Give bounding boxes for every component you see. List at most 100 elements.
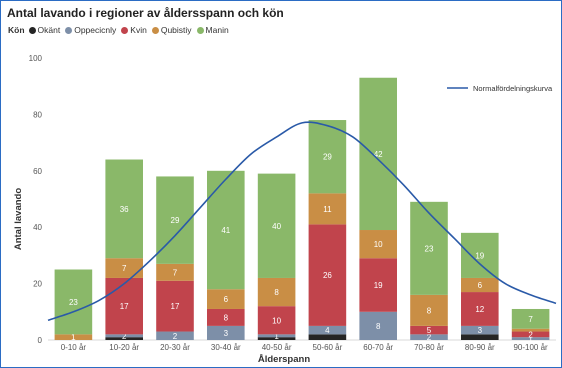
legend-item-2[interactable]: Kvin bbox=[121, 25, 147, 35]
data-label: 5 bbox=[427, 326, 432, 335]
data-label: 17 bbox=[171, 302, 180, 311]
data-label: 6 bbox=[478, 281, 483, 290]
legend-items: Okänt Oppecicnly Kvin Qubistiy Manin bbox=[28, 25, 234, 35]
bar-segment bbox=[105, 334, 143, 338]
bar-segment bbox=[308, 325, 347, 335]
bar-segment bbox=[207, 325, 245, 340]
legend-swatch bbox=[151, 26, 159, 34]
data-label: 2 bbox=[528, 330, 533, 339]
data-label: 8 bbox=[376, 322, 381, 331]
data-label: 1 bbox=[71, 333, 76, 342]
bar-segment bbox=[54, 269, 93, 335]
legend-swatch bbox=[65, 26, 73, 34]
bar-segment bbox=[156, 263, 194, 281]
bar-segment bbox=[257, 337, 296, 340]
bar-segment bbox=[156, 280, 194, 332]
bar-segment bbox=[105, 159, 143, 259]
data-label: 1 bbox=[528, 335, 533, 344]
data-label: 17 bbox=[120, 302, 129, 311]
bar-segment bbox=[511, 308, 550, 329]
data-label: 19 bbox=[475, 251, 484, 260]
curve-legend-label: Normalfördelningskurva bbox=[473, 84, 553, 93]
x-tick-label: 10-20 år bbox=[109, 343, 139, 352]
data-label: 2 bbox=[122, 332, 127, 341]
data-label: 7 bbox=[173, 268, 178, 277]
y-tick-label: 0 bbox=[38, 336, 43, 345]
legend-label: Qubistiy bbox=[160, 25, 192, 35]
x-axis-title: Ålderspann bbox=[258, 354, 310, 365]
bar-segment bbox=[308, 334, 347, 340]
data-label: 26 bbox=[323, 271, 332, 280]
bar-segment bbox=[105, 258, 143, 278]
bar-segment bbox=[308, 120, 347, 194]
data-label: 1 bbox=[274, 332, 279, 341]
data-label: 23 bbox=[69, 298, 78, 307]
x-tick-label: 90-100 år bbox=[513, 343, 548, 352]
y-tick-label: 40 bbox=[33, 223, 42, 232]
bar-segment bbox=[54, 334, 93, 340]
x-tick-label: 40-50 år bbox=[262, 343, 292, 352]
y-tick-label: 100 bbox=[29, 54, 43, 63]
bar-segment bbox=[308, 224, 347, 326]
x-tick-label: 60-70 år bbox=[363, 343, 393, 352]
bar-segment bbox=[156, 331, 194, 340]
bar-segment bbox=[410, 294, 448, 326]
data-label: 12 bbox=[475, 305, 484, 314]
bar-segment bbox=[308, 193, 347, 225]
legend-swatch bbox=[121, 26, 129, 34]
data-label: 23 bbox=[425, 244, 434, 253]
data-label: 3 bbox=[224, 329, 229, 338]
normal-curve-line bbox=[47, 121, 557, 322]
legend-item-0[interactable]: Okänt bbox=[28, 25, 60, 35]
data-label: 36 bbox=[120, 205, 129, 214]
data-label: 4 bbox=[325, 326, 330, 335]
data-label: 7 bbox=[528, 315, 533, 324]
legend-item-4[interactable]: Manin bbox=[196, 25, 229, 35]
legend-title: Kön bbox=[8, 25, 25, 35]
data-label: 19 bbox=[374, 281, 383, 290]
legend-swatch bbox=[196, 26, 204, 34]
x-tick-label: 50-60 år bbox=[313, 343, 343, 352]
data-label: 11 bbox=[323, 205, 332, 214]
bar-segment bbox=[410, 201, 448, 295]
x-tick-label: 80-90 år bbox=[465, 343, 495, 352]
legend: Kön Okänt Oppecicnly Kvin Qubistiy Manin bbox=[8, 24, 234, 36]
y-tick-label: 20 bbox=[33, 280, 42, 289]
data-label: 10 bbox=[374, 240, 383, 249]
y-tick-label: 80 bbox=[33, 110, 42, 119]
legend-label: Oppecicnly bbox=[74, 25, 117, 35]
bar-segment bbox=[359, 311, 397, 340]
bar-segment bbox=[461, 277, 499, 293]
bar-segment bbox=[359, 230, 397, 259]
bar-segment bbox=[207, 289, 245, 309]
bar-segment bbox=[410, 334, 448, 340]
data-label: 2 bbox=[173, 332, 178, 341]
bar-segment bbox=[257, 277, 296, 307]
bar-segment bbox=[257, 173, 296, 278]
bar-segment bbox=[207, 308, 245, 326]
data-label: 3 bbox=[478, 326, 483, 335]
data-label: 42 bbox=[374, 150, 383, 159]
bar-segment bbox=[461, 325, 499, 335]
legend-item-1[interactable]: Oppecicnly bbox=[65, 25, 116, 35]
data-label: 8 bbox=[274, 288, 279, 297]
bar-segment bbox=[207, 170, 245, 290]
bar-segment bbox=[461, 334, 499, 340]
bar-segment bbox=[359, 258, 397, 312]
x-tick-label: 0-10 år bbox=[61, 343, 87, 352]
bar-segment bbox=[257, 306, 296, 335]
bar-segment bbox=[410, 325, 448, 335]
bar-segment bbox=[511, 331, 550, 338]
legend-item-3[interactable]: Qubistiy bbox=[151, 25, 192, 35]
data-label: 8 bbox=[224, 313, 229, 322]
legend-swatch bbox=[28, 26, 36, 34]
bar-segment bbox=[511, 328, 550, 332]
bar-segment bbox=[461, 292, 499, 326]
data-label: 2 bbox=[427, 333, 432, 342]
bar-segment bbox=[359, 77, 397, 231]
legend-label: Manin bbox=[205, 25, 229, 35]
y-axis-title: Antal lavando bbox=[13, 188, 24, 250]
bar-segment bbox=[461, 232, 499, 278]
data-label: 8 bbox=[427, 306, 432, 315]
